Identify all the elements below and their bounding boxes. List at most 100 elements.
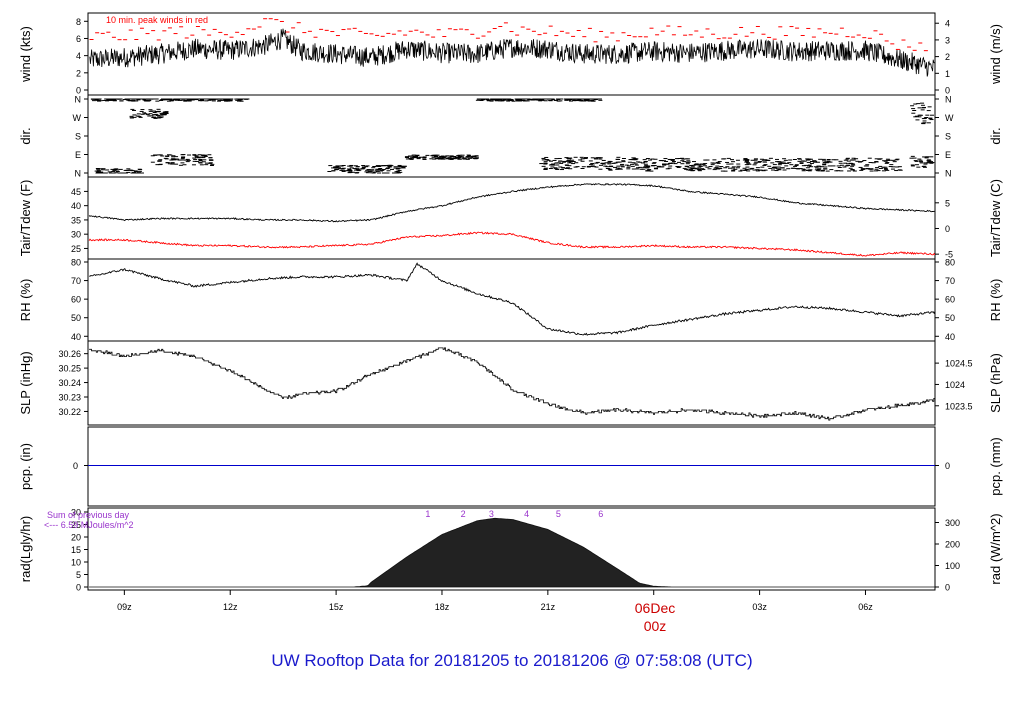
rad-right-tick-label: 100 — [945, 561, 960, 571]
slp-right-tick-label: 1024.5 — [945, 359, 973, 369]
temp-right-tick-label: 5 — [945, 198, 950, 208]
temp-left-tick-label: 40 — [71, 201, 81, 211]
rh-left-tick-label: 40 — [71, 332, 81, 342]
pcp-left-axis-label: pcp. (in) — [18, 443, 33, 490]
dir-left-tick-label: E — [75, 150, 81, 160]
wind-left-tick-label: 2 — [76, 68, 81, 78]
dir-left-axis-label: dir. — [18, 127, 33, 144]
rh-right-tick-label: 70 — [945, 276, 955, 286]
rad-left-tick-label: 15 — [71, 545, 81, 555]
wind-left-tick-label: 0 — [76, 86, 81, 96]
wind-speed-line — [89, 28, 935, 77]
wind-right-tick-label: 2 — [945, 52, 950, 62]
slp-left-tick-label: 30.24 — [58, 378, 81, 388]
rad-left-tick-label: 25 — [71, 520, 81, 530]
x-tick-label: 15z — [329, 602, 344, 612]
wind-left-axis-label: wind (kts) — [18, 26, 33, 83]
rad-sum-line2: <--- 6.59 MJoules/m^2 — [44, 520, 134, 530]
wind-right-tick-label: 3 — [945, 35, 950, 45]
rad-area — [89, 517, 935, 588]
slp-left-tick-label: 30.25 — [58, 364, 81, 374]
slp-right-tick-label: 1024 — [945, 380, 965, 390]
dir-right-tick-label: E — [945, 150, 951, 160]
rad-left-tick-label: 5 — [76, 570, 81, 580]
temp-left-tick-label: 45 — [71, 187, 81, 197]
series-layer — [88, 18, 936, 588]
panel-frame-pcp — [87, 426, 936, 507]
wind-left-tick-label: 8 — [76, 17, 81, 27]
rh-right-tick-label: 40 — [945, 332, 955, 342]
date-label: 06Dec — [635, 600, 675, 616]
temp-right-tick-label: 0 — [945, 224, 950, 234]
x-tick-label: 12z — [223, 602, 238, 612]
dir-left-tick-label: S — [75, 132, 81, 142]
rh-left-tick-label: 50 — [71, 313, 81, 323]
temp-left-axis-label: Tair/Tdew (F) — [18, 180, 33, 257]
slp-left-tick-label: 30.26 — [58, 349, 81, 359]
temp-left-tick-label: 35 — [71, 215, 81, 225]
rad-right-tick-label: 0 — [945, 583, 950, 593]
uv-index-label: 5 — [556, 509, 561, 519]
dir-left-tick-label: N — [75, 95, 82, 105]
wind-left-tick-label: 4 — [76, 51, 81, 61]
pcp-right-tick-label: 0 — [945, 461, 950, 471]
rad-sum-line1: Sum of previous day — [47, 510, 130, 520]
tdew-line — [88, 231, 936, 257]
pcp-left-tick-label: 0 — [73, 461, 78, 471]
temp-left-tick-label: 25 — [71, 244, 81, 254]
x-tick-label: 18z — [435, 602, 450, 612]
slp-left-tick-label: 30.22 — [58, 407, 81, 417]
x-tick-label: 06z — [858, 602, 873, 612]
rad-left-tick-label: 20 — [71, 533, 81, 543]
chart-title: UW Rooftop Data for 20181205 to 20181206… — [271, 651, 752, 670]
dir-right-tick-label: W — [945, 113, 954, 123]
dir-left-tick-label: W — [73, 113, 82, 123]
rad-left-axis-label: rad(Lgly/hr) — [18, 516, 33, 582]
slp-left-tick-label: 30.23 — [58, 393, 81, 403]
rh-left-tick-label: 70 — [71, 276, 81, 286]
temp-right-axis-label: Tair/Tdew (C) — [988, 179, 1003, 257]
slp-right-tick-label: 1023.5 — [945, 401, 973, 411]
rh-right-tick-label: 60 — [945, 295, 955, 305]
uv-index-label: 4 — [524, 509, 529, 519]
wind-right-axis-label: wind (m/s) — [988, 24, 1003, 85]
rad-left-tick-label: 10 — [71, 558, 81, 568]
slp-left-axis-label: SLP (inHg) — [18, 351, 33, 414]
rh-right-axis-label: RH (%) — [988, 279, 1003, 322]
tair-line — [88, 182, 935, 223]
wind-right-tick-label: 0 — [945, 86, 950, 96]
dir-left-tick-label: N — [75, 169, 82, 179]
wind-right-tick-label: 4 — [945, 19, 950, 29]
rh-right-tick-label: 50 — [945, 313, 955, 323]
x-tick-label: 03z — [752, 602, 767, 612]
rh-line — [88, 262, 936, 336]
wind-annotation: 10 min. peak winds in red — [106, 15, 208, 25]
rh-left-axis-label: RH (%) — [18, 279, 33, 322]
rad-left-tick-label: 0 — [76, 583, 81, 593]
temp-right-tick-label: -5 — [945, 250, 953, 260]
dir-right-tick-label: S — [945, 132, 951, 142]
panel-frame-dir — [87, 94, 936, 178]
uv-index-label: 6 — [598, 509, 603, 519]
wind-right-tick-label: 1 — [945, 69, 950, 79]
rad-right-axis-label: rad (W/m^2) — [988, 513, 1003, 584]
x-tick-label: 09z — [117, 602, 132, 612]
uv-index-label: 3 — [489, 509, 494, 519]
rh-left-tick-label: 80 — [71, 258, 81, 268]
panel-frame-rh — [87, 258, 936, 342]
uv-index-label: 2 — [461, 509, 466, 519]
dir-right-tick-label: N — [945, 95, 952, 105]
rh-right-tick-label: 80 — [945, 258, 955, 268]
rad-right-tick-label: 200 — [945, 540, 960, 550]
slp-right-axis-label: SLP (hPa) — [988, 353, 1003, 413]
wind-left-tick-label: 6 — [76, 34, 81, 44]
rh-left-tick-label: 60 — [71, 295, 81, 305]
pcp-right-axis-label: pcp. (mm) — [988, 437, 1003, 496]
tick-layer — [84, 20, 939, 595]
dir-right-axis-label: dir. — [988, 127, 1003, 144]
x-tick-label: 21z — [541, 602, 556, 612]
rad-left-tick-label: 30 — [71, 508, 81, 518]
